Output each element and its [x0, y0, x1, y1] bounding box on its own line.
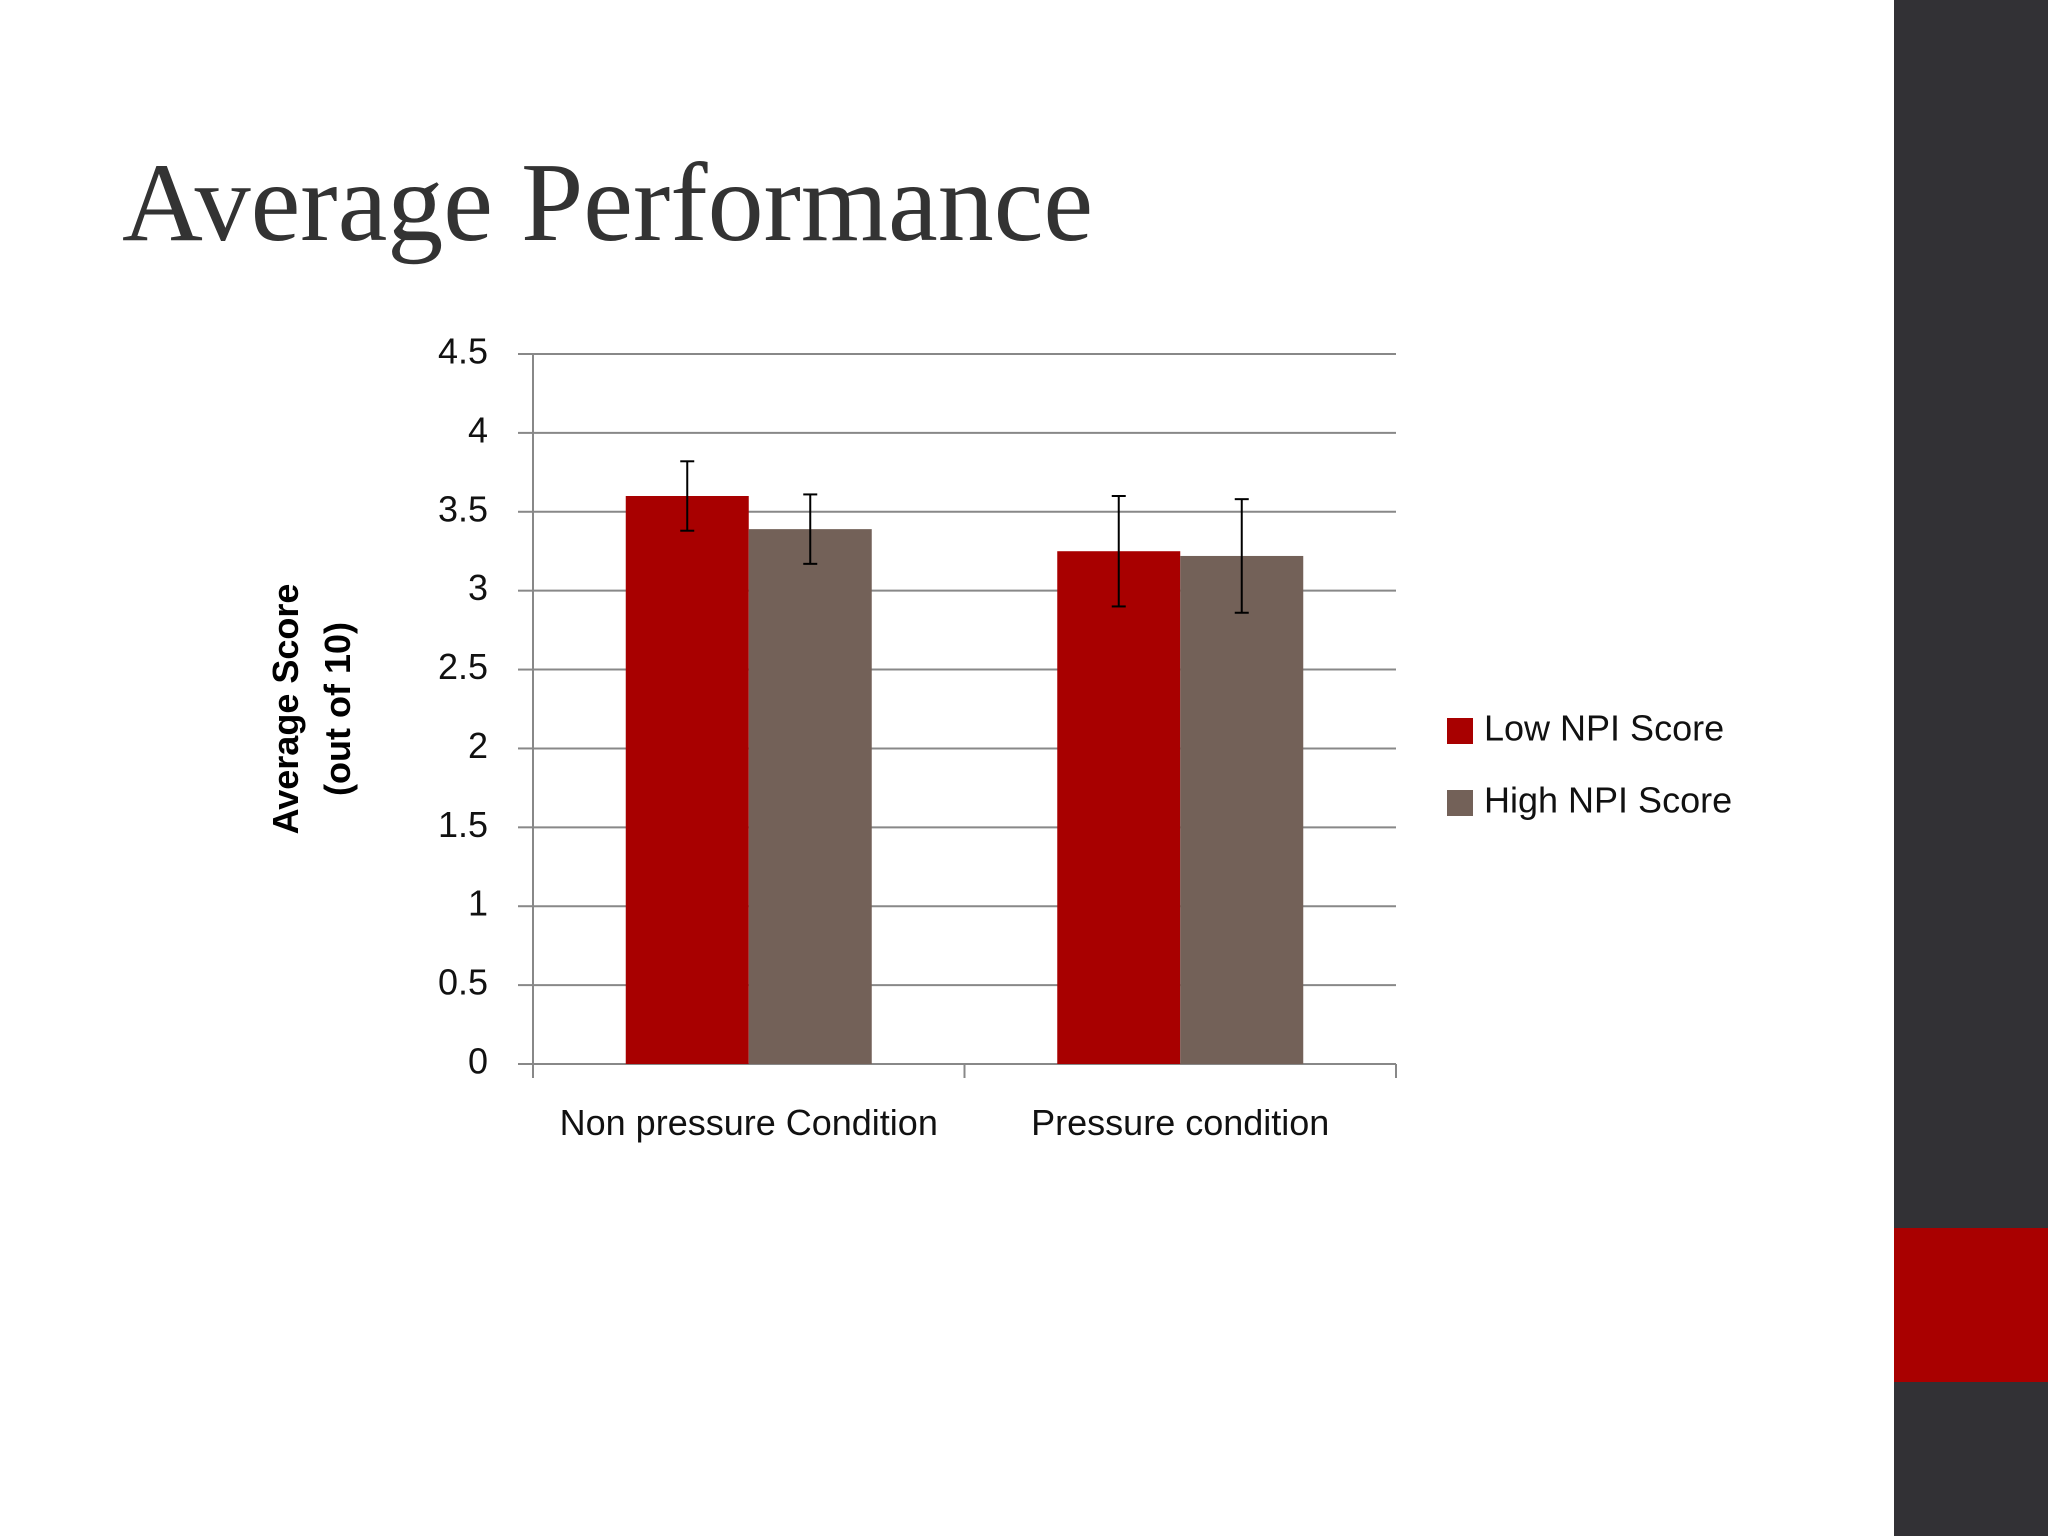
y-tick-label: 1.5	[438, 804, 488, 845]
y-tick-label: 3.5	[438, 488, 488, 529]
y-tick-label: 2.5	[438, 646, 488, 687]
legend-swatch	[1447, 790, 1473, 816]
chart-title: Average Performance	[122, 141, 1093, 265]
x-tick-label: Non pressure Condition	[559, 1102, 938, 1143]
error-bar	[1234, 498, 1249, 614]
legend-label: High NPI Score	[1484, 780, 1732, 821]
sidebar-accent	[1894, 1228, 2048, 1382]
y-tick-label: 3	[468, 567, 488, 608]
x-tick-label: Pressure condition	[1031, 1102, 1330, 1143]
y-tick-label: 0	[468, 1041, 488, 1082]
bar	[1057, 551, 1181, 1064]
y-tick-label: 0.5	[438, 962, 488, 1003]
error-bar	[803, 493, 818, 565]
error-bar	[680, 460, 695, 532]
bar	[748, 529, 872, 1064]
y-tick-label: 1	[468, 883, 488, 924]
y-axis-label: Average Score (out of 10)	[265, 583, 358, 835]
legend-label: Low NPI Score	[1484, 708, 1724, 749]
y-tick-label: 4.5	[438, 331, 488, 372]
bar	[1180, 555, 1304, 1064]
error-bar	[1111, 495, 1126, 608]
y-tick-label: 4	[468, 409, 488, 450]
y-tick-label: 2	[468, 725, 488, 766]
bar	[625, 496, 749, 1064]
legend-swatch	[1447, 718, 1473, 744]
